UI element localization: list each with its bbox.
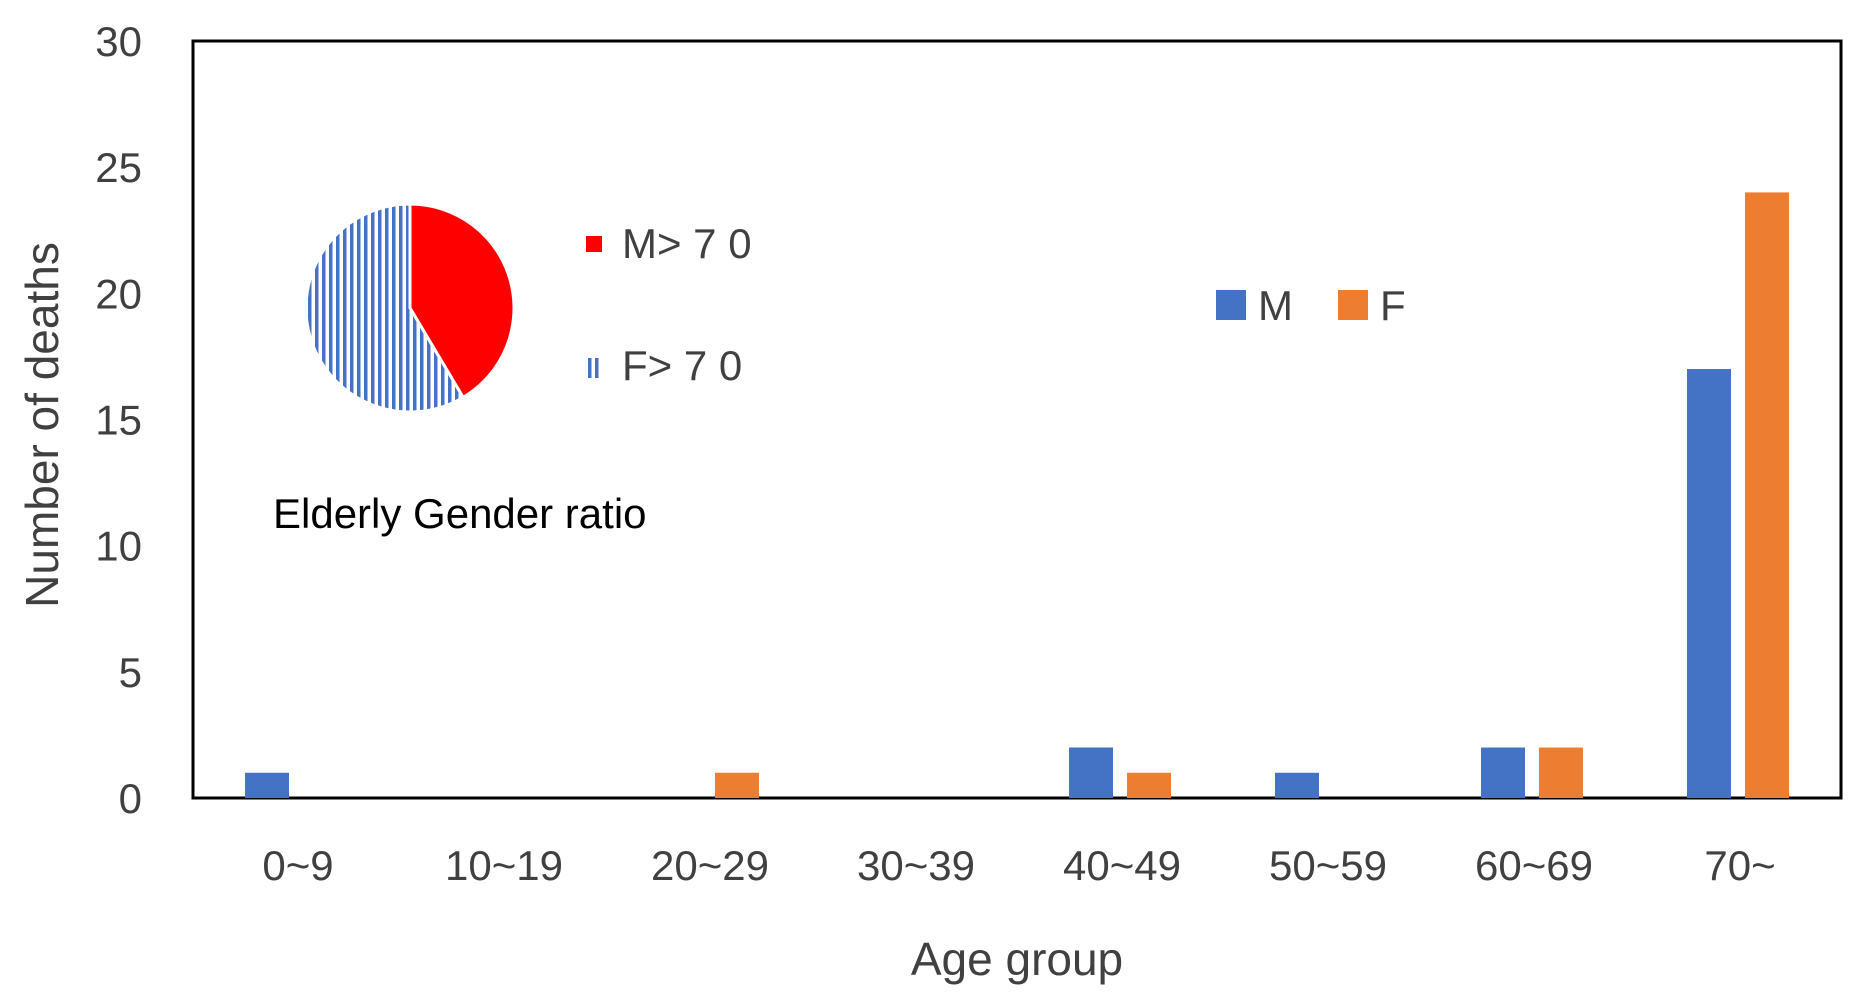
bar-m-0 <box>245 772 289 798</box>
pie-legend-swatch-f <box>586 358 602 378</box>
y-tick-label-0: 0 <box>119 775 142 822</box>
y-tick-label-4: 20 <box>95 270 142 317</box>
x-axis-title: Age group <box>911 933 1123 985</box>
legend-label-m: M <box>1258 282 1293 329</box>
bar-f-2 <box>715 772 759 798</box>
pie-slice-1 <box>304 202 466 414</box>
x-axis-ticks: 0~9 10~19 20~29 30~39 40~49 50~59 60~69 70~ <box>262 842 1775 889</box>
bar-m-6 <box>1481 747 1525 798</box>
bar-m-4 <box>1069 747 1113 798</box>
bar-f-7 <box>1745 192 1789 798</box>
pie-title: Elderly Gender ratio <box>273 490 647 537</box>
pie-legend: M> 7 0 F> 7 0 <box>586 220 752 389</box>
legend-swatch-f <box>1338 290 1368 320</box>
legend-swatch-m <box>1216 290 1246 320</box>
x-tick-label-4: 40~49 <box>1063 842 1181 889</box>
y-tick-label-1: 5 <box>119 649 142 696</box>
x-tick-label-0: 0~9 <box>262 842 333 889</box>
legend-label-f: F <box>1380 282 1406 329</box>
inset-pie-chart <box>304 202 516 414</box>
x-tick-label-3: 30~39 <box>857 842 975 889</box>
y-tick-label-6: 30 <box>95 18 142 65</box>
pie-legend-label-f: F> 7 0 <box>622 342 742 389</box>
y-axis-title: Number of deaths <box>16 242 68 608</box>
bar-m-5 <box>1275 772 1319 798</box>
pie-legend-label-m: M> 7 0 <box>622 220 752 267</box>
x-tick-label-7: 70~ <box>1704 842 1775 889</box>
bar-legend: M F <box>1216 282 1406 329</box>
bar-m-7 <box>1687 369 1731 798</box>
pie-legend-swatch-m <box>586 236 602 252</box>
x-tick-label-1: 10~19 <box>445 842 563 889</box>
y-axis-ticks: 0 5 10 15 20 25 30 <box>95 18 142 822</box>
bars-layer <box>245 192 1789 798</box>
x-tick-label-5: 50~59 <box>1269 842 1387 889</box>
plot-area-frame <box>191 39 1843 800</box>
bar-f-4 <box>1127 772 1171 798</box>
y-tick-label-2: 10 <box>95 523 142 570</box>
y-tick-label-3: 15 <box>95 397 142 444</box>
x-tick-label-6: 60~69 <box>1475 842 1593 889</box>
bar-f-6 <box>1539 747 1583 798</box>
x-tick-label-2: 20~29 <box>651 842 769 889</box>
y-tick-label-5: 25 <box>95 144 142 191</box>
